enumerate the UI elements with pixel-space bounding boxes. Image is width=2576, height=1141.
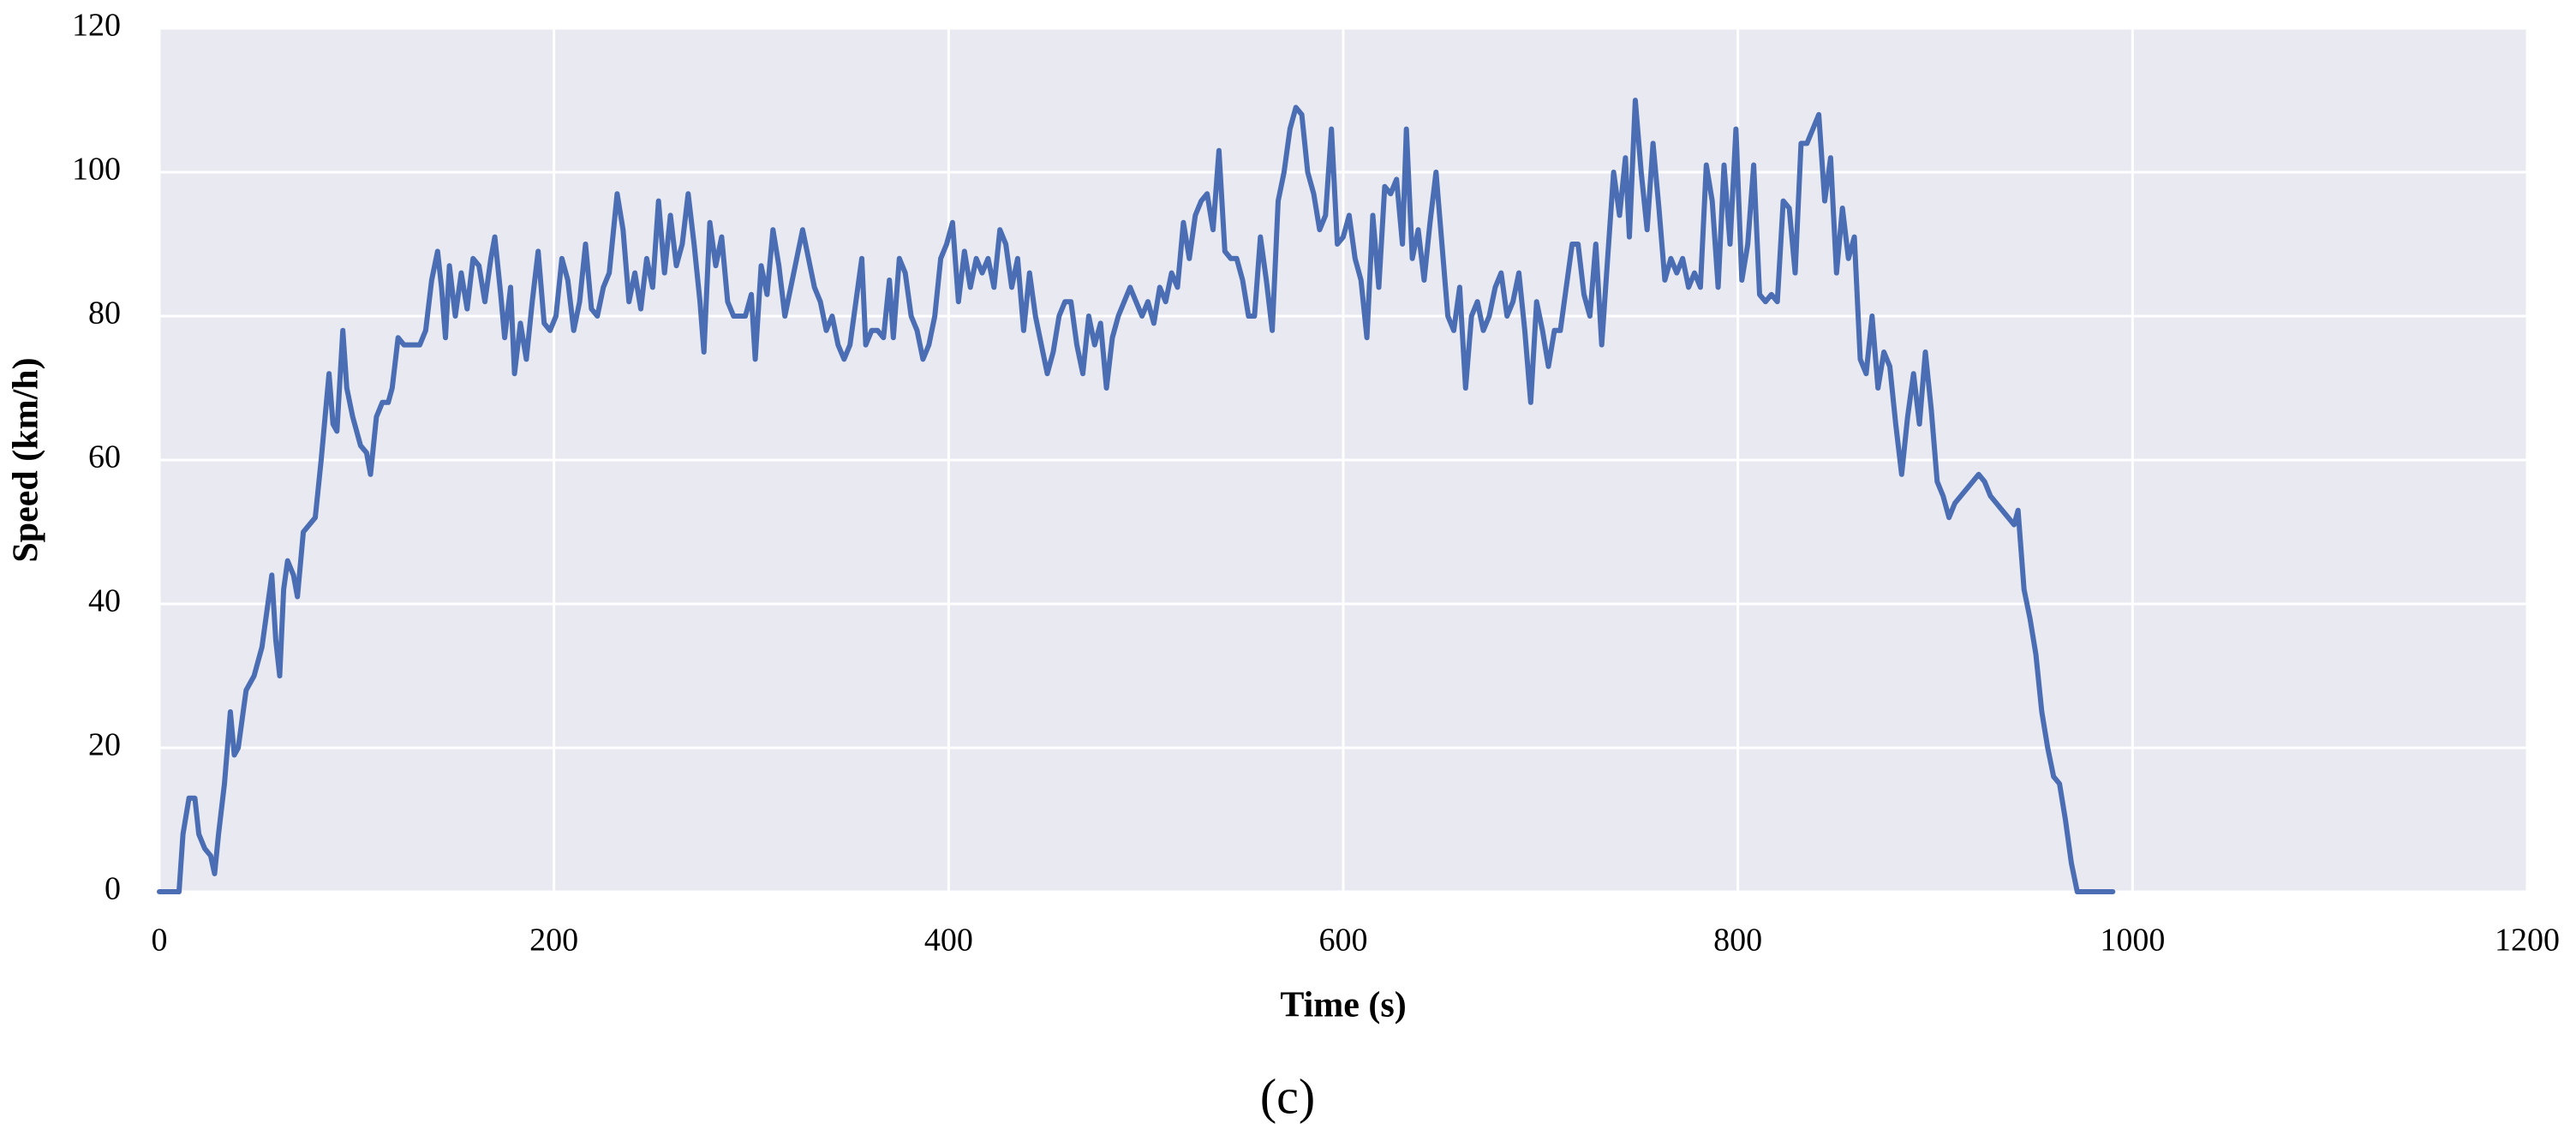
x-tick-label: 1000 <box>2100 923 2165 959</box>
caption: (c) <box>1260 1068 1315 1124</box>
y-tick-label: 20 <box>88 727 121 763</box>
x-tick-label: 600 <box>1319 923 1368 959</box>
y-tick-label: 100 <box>72 152 121 188</box>
grid <box>158 27 2529 893</box>
x-tick-label: 200 <box>529 923 578 959</box>
x-tick-label: 800 <box>1713 923 1762 959</box>
lines <box>157 98 2116 894</box>
x-tick-label: 1200 <box>2495 923 2560 959</box>
x-tick-label: 0 <box>152 923 168 959</box>
y-tick-label: 120 <box>72 8 121 44</box>
y-tick-label: 80 <box>88 296 121 332</box>
y-tick-label: 60 <box>88 439 121 475</box>
y-axis-title: Speed (km/h) <box>7 357 46 562</box>
y-tick-label: 0 <box>105 871 121 907</box>
y-tick-label: 40 <box>88 583 121 619</box>
x-axis-title: Time (s) <box>1280 986 1406 1025</box>
x-tick-label: 400 <box>924 923 973 959</box>
series-line <box>157 98 2116 894</box>
